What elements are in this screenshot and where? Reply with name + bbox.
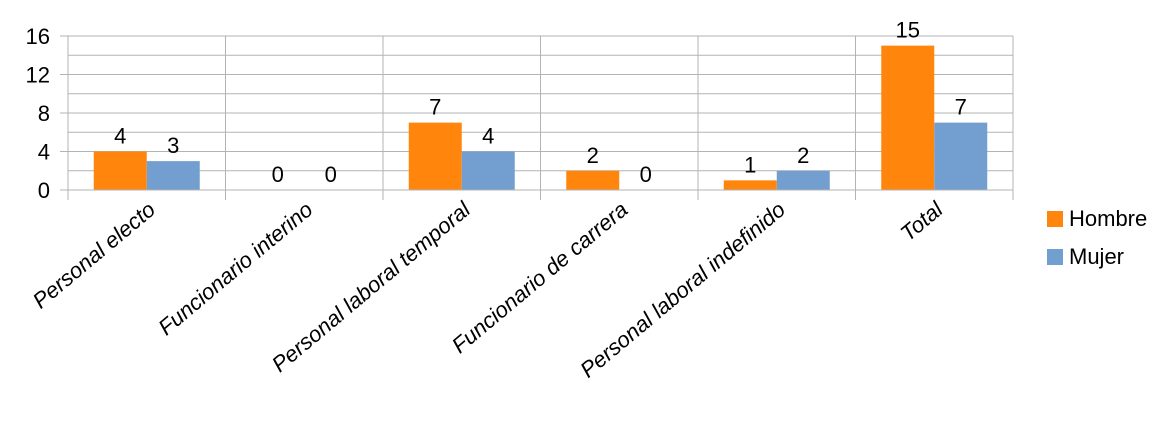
legend-item-hombre: Hombre bbox=[1047, 206, 1147, 232]
bar-mujer-personal-laboral-temporal bbox=[461, 151, 515, 190]
data-label-hombre-total: 15 bbox=[896, 18, 920, 43]
y-tick-label: 8 bbox=[38, 101, 50, 126]
legend-label-mujer: Mujer bbox=[1069, 244, 1125, 269]
data-label-mujer-total: 7 bbox=[955, 95, 967, 120]
bar-hombre-personal-laboral-temporal bbox=[408, 122, 462, 190]
x-tick-label-funcionario-de-carrera: Funcionario de carrera bbox=[447, 197, 633, 358]
data-label-hombre-personal-electo: 4 bbox=[114, 124, 126, 149]
data-labels: 4 3 0 0 7 4 2 0 1 2 15 7 bbox=[114, 18, 967, 187]
data-label-hombre-personal-laboral-indefinido: 1 bbox=[744, 152, 756, 177]
x-tick-label-personal-electo: Personal electo bbox=[28, 197, 160, 314]
data-label-mujer-funcionario-interino: 0 bbox=[325, 162, 337, 187]
bar-mujer-personal-electo bbox=[146, 161, 200, 190]
data-label-hombre-personal-laboral-temporal: 7 bbox=[429, 95, 441, 120]
legend: Hombre Mujer bbox=[1047, 206, 1147, 282]
data-label-hombre-funcionario-interino: 0 bbox=[272, 162, 284, 187]
bar-hombre-funcionario-de-carrera bbox=[566, 170, 620, 190]
x-tick-label-total: Total bbox=[895, 196, 948, 246]
legend-swatch-mujer bbox=[1047, 249, 1063, 265]
data-label-mujer-personal-electo: 3 bbox=[167, 133, 179, 158]
axes bbox=[60, 35, 1014, 200]
y-tick-label: 4 bbox=[38, 140, 50, 165]
data-label-mujer-funcionario-de-carrera: 0 bbox=[640, 162, 652, 187]
bar-mujer-total bbox=[934, 122, 988, 190]
x-tick-label-funcionario-interino: Funcionario interino bbox=[153, 197, 317, 340]
bar-mujer-personal-laboral-indefinido bbox=[776, 170, 830, 190]
bar-hombre-personal-electo bbox=[93, 151, 147, 190]
data-label-mujer-personal-laboral-indefinido: 2 bbox=[797, 143, 809, 168]
legend-label-hombre: Hombre bbox=[1069, 206, 1148, 231]
bar-hombre-personal-laboral-indefinido bbox=[723, 180, 777, 190]
y-tick-label: 12 bbox=[26, 63, 50, 88]
data-label-mujer-personal-laboral-temporal: 4 bbox=[482, 124, 494, 149]
y-tick-label: 0 bbox=[38, 178, 50, 203]
bars bbox=[93, 45, 988, 190]
data-label-hombre-funcionario-de-carrera: 2 bbox=[587, 143, 599, 168]
y-tick-labels: 0 4 8 12 16 bbox=[26, 24, 50, 203]
gridlines bbox=[67, 35, 1014, 190]
bar-hombre-total bbox=[881, 45, 935, 190]
legend-item-mujer: Mujer bbox=[1047, 244, 1147, 270]
legend-swatch-hombre bbox=[1047, 211, 1063, 227]
y-tick-label: 16 bbox=[26, 24, 50, 49]
